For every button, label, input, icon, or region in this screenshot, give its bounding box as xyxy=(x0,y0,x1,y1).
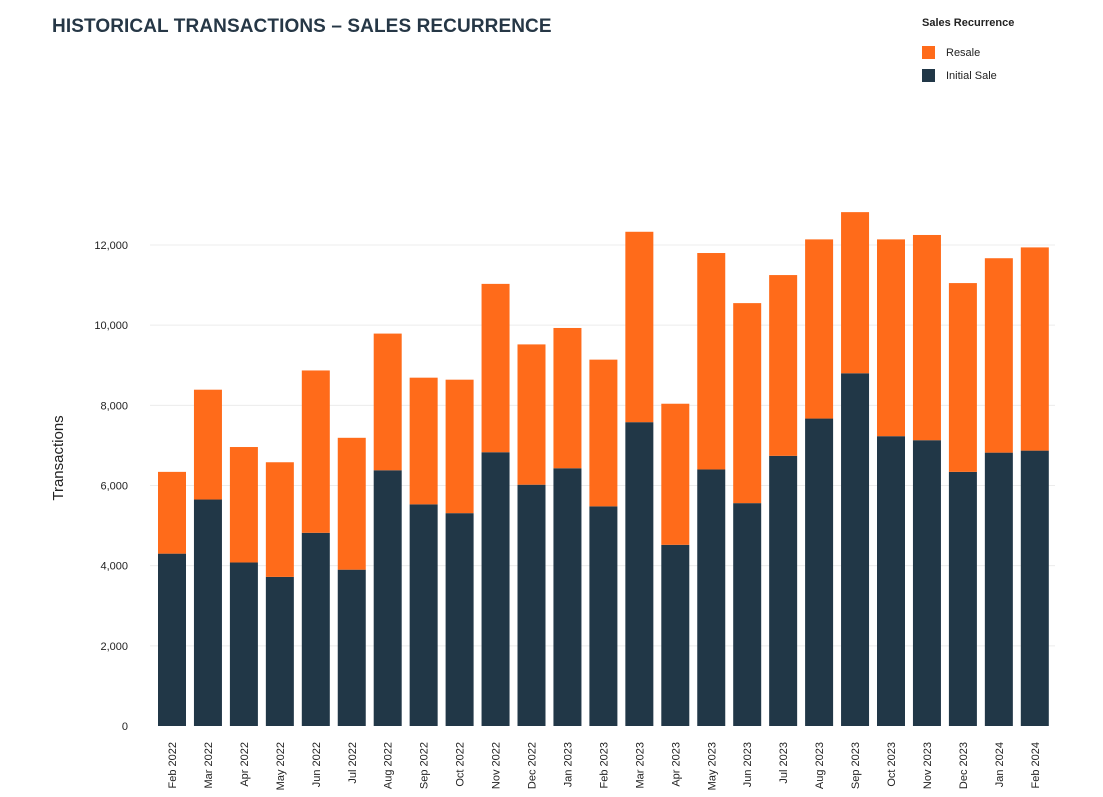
x-tick-label: Jul 2022 xyxy=(347,742,359,784)
bar-initial-sale[interactable] xyxy=(733,503,762,726)
legend-item-resale[interactable]: Resale xyxy=(922,41,1014,64)
bar-initial-sale[interactable] xyxy=(193,499,222,726)
bar-initial-sale[interactable] xyxy=(1020,450,1049,726)
bar-initial-sale[interactable] xyxy=(373,470,402,726)
bar-initial-sale[interactable] xyxy=(481,452,510,726)
bar-resale[interactable] xyxy=(445,379,474,514)
x-tick-label: Aug 2022 xyxy=(383,742,395,789)
legend: Sales Recurrence Resale Initial Sale xyxy=(922,17,1014,87)
bar-resale[interactable] xyxy=(769,275,798,456)
x-tick-label: Oct 2022 xyxy=(455,742,467,787)
bar-initial-sale[interactable] xyxy=(229,562,258,726)
x-tick-label: Mar 2023 xyxy=(634,742,646,788)
x-tick-label: Jan 2024 xyxy=(994,742,1006,787)
bar-resale[interactable] xyxy=(158,471,186,554)
chart-title: HISTORICAL TRANSACTIONS – SALES RECURREN… xyxy=(52,16,552,37)
bar-initial-sale[interactable] xyxy=(445,513,474,726)
y-axis-ticks: 0 2,000 4,000 6,000 8,000 10,000 12,000 xyxy=(94,240,128,733)
x-tick-label: Jul 2023 xyxy=(778,742,790,784)
x-tick-label: Apr 2022 xyxy=(239,742,251,787)
bar-resale[interactable] xyxy=(409,377,438,505)
bar-resale[interactable] xyxy=(841,212,870,374)
bar-resale[interactable] xyxy=(337,437,366,570)
legend-swatch-resale xyxy=(922,46,935,59)
bar-initial-sale[interactable] xyxy=(841,373,870,726)
bar-initial-sale[interactable] xyxy=(805,418,834,726)
legend-item-initial-sale[interactable]: Initial Sale xyxy=(922,64,1014,87)
y-tick-label: 6,000 xyxy=(100,481,128,493)
bar-initial-sale[interactable] xyxy=(912,440,941,726)
bar-resale[interactable] xyxy=(265,462,294,577)
bar-initial-sale[interactable] xyxy=(625,422,654,726)
bar-initial-sale[interactable] xyxy=(337,569,366,726)
x-tick-label: Sep 2022 xyxy=(419,742,431,789)
bar-initial-sale[interactable] xyxy=(877,436,905,726)
x-tick-label: Jun 2022 xyxy=(311,742,323,787)
bar-initial-sale[interactable] xyxy=(409,504,438,726)
bar-initial-sale[interactable] xyxy=(697,469,726,726)
bar-initial-sale[interactable] xyxy=(553,468,582,726)
bar-initial-sale[interactable] xyxy=(517,484,546,726)
bar-initial-sale[interactable] xyxy=(589,506,618,726)
x-tick-label: Jan 2023 xyxy=(562,742,574,787)
bar-resale[interactable] xyxy=(877,239,905,437)
bar-initial-sale[interactable] xyxy=(158,553,186,726)
y-axis-label: Transactions xyxy=(50,415,67,500)
x-tick-label: Dec 2022 xyxy=(527,742,539,789)
bar-initial-sale[interactable] xyxy=(265,576,294,726)
x-tick-label: Sep 2023 xyxy=(850,742,862,789)
bar-initial-sale[interactable] xyxy=(769,455,798,726)
bar-initial-sale[interactable] xyxy=(948,471,977,726)
bar-resale[interactable] xyxy=(625,231,654,423)
bar-resale[interactable] xyxy=(805,239,834,419)
x-axis-ticks: Feb 2022 Mar 2022 Apr 2022 May 2022 Jun 2022… xyxy=(167,742,1042,790)
bar-initial-sale[interactable] xyxy=(984,452,1013,726)
bar-resale[interactable] xyxy=(697,253,726,470)
y-tick-label: 12,000 xyxy=(94,240,128,252)
y-tick-label: 10,000 xyxy=(94,320,128,332)
bar-resale[interactable] xyxy=(733,303,762,504)
legend-label-resale: Resale xyxy=(946,46,981,59)
legend-swatch-initial-sale xyxy=(922,69,935,82)
bar-resale[interactable] xyxy=(948,283,977,472)
y-tick-label: 4,000 xyxy=(100,561,128,573)
y-tick-label: 2,000 xyxy=(100,641,128,653)
bar-resale[interactable] xyxy=(517,344,546,485)
legend-label-initial-sale: Initial Sale xyxy=(946,69,997,82)
x-tick-label: Oct 2023 xyxy=(886,742,898,787)
x-tick-label: May 2023 xyxy=(706,742,718,790)
x-tick-label: Jun 2023 xyxy=(742,742,754,787)
bar-resale[interactable] xyxy=(553,327,582,469)
bar-resale[interactable] xyxy=(301,370,330,533)
bar-resale[interactable] xyxy=(373,333,402,471)
x-tick-label: Nov 2022 xyxy=(491,742,503,789)
bar-initial-sale[interactable] xyxy=(301,532,330,726)
x-tick-label: Dec 2023 xyxy=(958,742,970,789)
bar-resale[interactable] xyxy=(229,447,258,563)
bars xyxy=(158,212,1049,726)
x-tick-label: Feb 2023 xyxy=(598,742,610,788)
bar-initial-sale[interactable] xyxy=(661,544,690,726)
bar-resale[interactable] xyxy=(912,234,941,441)
legend-title: Sales Recurrence xyxy=(922,17,1015,29)
bar-resale[interactable] xyxy=(589,359,618,507)
bar-resale[interactable] xyxy=(193,389,222,500)
bar-resale[interactable] xyxy=(1020,247,1049,451)
x-tick-label: Mar 2022 xyxy=(203,742,215,788)
x-tick-label: Apr 2023 xyxy=(670,742,682,787)
x-tick-label: Feb 2022 xyxy=(167,742,179,788)
x-tick-label: May 2022 xyxy=(275,742,287,790)
x-tick-label: Feb 2024 xyxy=(1030,742,1042,788)
bar-resale[interactable] xyxy=(661,403,690,545)
y-tick-label: 8,000 xyxy=(100,400,128,412)
x-tick-label: Nov 2023 xyxy=(922,742,934,789)
y-tick-label: 0 xyxy=(122,721,128,733)
bar-resale[interactable] xyxy=(984,258,1013,453)
bar-resale[interactable] xyxy=(481,283,510,453)
x-tick-label: Aug 2023 xyxy=(814,742,826,789)
